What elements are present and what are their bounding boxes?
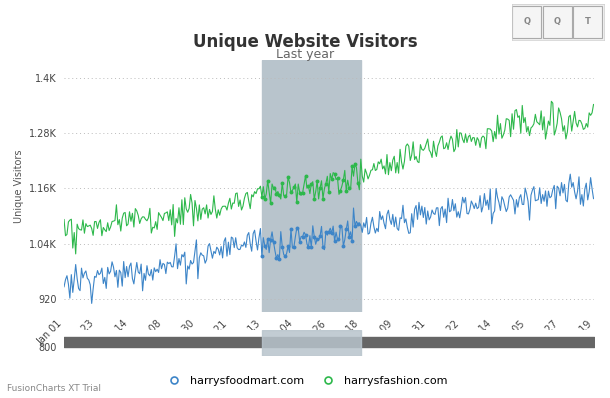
Point	[289, 244, 299, 250]
Point	[286, 189, 296, 195]
Point	[257, 193, 267, 200]
Point	[298, 233, 307, 240]
Point	[274, 256, 284, 262]
Point	[321, 228, 331, 235]
Text: Q: Q	[554, 18, 561, 26]
Point	[327, 176, 337, 183]
Text: Unique Website Visitors: Unique Website Visitors	[193, 33, 417, 51]
Point	[283, 174, 293, 180]
Point	[339, 177, 348, 183]
Point	[292, 199, 302, 205]
Point	[327, 230, 337, 236]
Point	[268, 239, 278, 245]
Point	[292, 225, 302, 231]
Point	[263, 235, 273, 242]
Point	[286, 226, 296, 232]
Point	[306, 181, 316, 187]
Text: T: T	[585, 18, 591, 26]
Point	[271, 255, 281, 261]
Point	[309, 233, 319, 240]
Point	[283, 243, 293, 250]
Point	[312, 178, 322, 184]
Point	[344, 185, 354, 191]
Point	[336, 222, 345, 229]
Point	[266, 236, 276, 243]
Point	[289, 184, 299, 191]
Point	[324, 228, 334, 235]
Bar	[262, 60, 361, 312]
Point	[344, 233, 354, 240]
FancyBboxPatch shape	[543, 6, 572, 38]
FancyBboxPatch shape	[512, 6, 542, 38]
Point	[304, 244, 314, 250]
Bar	[262, 330, 361, 356]
Point	[353, 221, 363, 227]
Point	[266, 200, 276, 207]
Point	[280, 253, 290, 259]
Point	[309, 196, 319, 202]
Point	[301, 232, 310, 238]
Point	[295, 189, 304, 196]
Point	[353, 179, 363, 186]
Point	[324, 189, 334, 195]
Point	[315, 233, 325, 239]
FancyBboxPatch shape	[573, 6, 603, 38]
Point	[304, 183, 314, 189]
Point	[298, 190, 307, 196]
Point	[347, 163, 357, 170]
Point	[318, 244, 328, 250]
Point	[257, 253, 267, 259]
Point	[263, 178, 273, 184]
Point	[280, 192, 290, 199]
Text: Q: Q	[523, 18, 530, 26]
Text: Last year: Last year	[276, 49, 334, 61]
Point	[339, 243, 348, 249]
Point	[268, 185, 278, 191]
Point	[278, 244, 287, 250]
Point	[350, 161, 360, 168]
Point	[332, 175, 342, 181]
Point	[295, 238, 304, 245]
Point	[332, 236, 342, 243]
Point	[336, 187, 345, 194]
Point	[312, 236, 322, 242]
Point	[274, 192, 284, 198]
Point	[321, 180, 331, 187]
Legend: harrysfoodmart.com, harrysfashion.com: harrysfoodmart.com, harrysfashion.com	[159, 372, 451, 390]
Point	[342, 226, 351, 232]
Point	[260, 196, 270, 202]
Point	[330, 238, 340, 244]
Text: FusionCharts XT Trial: FusionCharts XT Trial	[7, 384, 101, 393]
Point	[315, 185, 325, 191]
Point	[347, 238, 357, 244]
Point	[350, 223, 360, 229]
Point	[306, 244, 316, 250]
Point	[342, 187, 351, 194]
Point	[330, 170, 340, 177]
Y-axis label: Unique Visitors: Unique Visitors	[15, 149, 24, 223]
Point	[318, 195, 328, 202]
Point	[260, 242, 270, 249]
Point	[271, 191, 281, 197]
Point	[301, 173, 310, 179]
Point	[278, 179, 287, 186]
